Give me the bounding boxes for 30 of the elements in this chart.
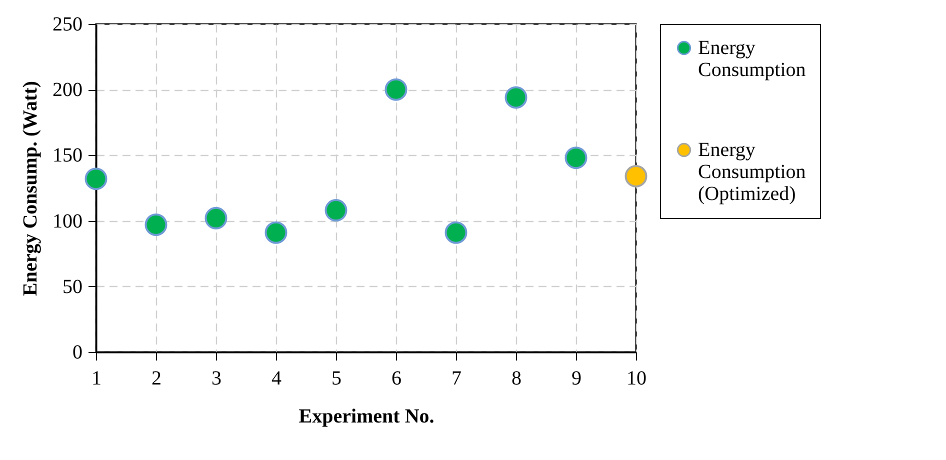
x-axis-title: Experiment No. [298, 406, 434, 428]
point [504, 86, 528, 109]
y-tick-label: 250 [52, 14, 82, 36]
x-tick-label: 8 [512, 368, 522, 390]
y-tick-label: 200 [52, 79, 82, 102]
point [624, 164, 648, 188]
legend-label: Energy Consumption [698, 37, 806, 81]
x-tick-label: 3 [212, 368, 222, 390]
x-tick-label: 6 [392, 368, 402, 390]
point [384, 78, 408, 101]
x-tick-label: 2 [152, 368, 162, 390]
point [564, 146, 588, 170]
y-tick-label: 50 [62, 276, 82, 298]
y-tick-label: 0 [72, 342, 82, 364]
legend-label: Energy Consumption (Optimized) [698, 139, 806, 205]
point [84, 168, 108, 190]
y-axis-title: Energy Consump. (Watt) [20, 80, 42, 296]
x-tick-label: 1 [92, 368, 102, 390]
point [444, 221, 468, 244]
x-tick-label: 7 [452, 368, 462, 390]
point [324, 199, 348, 222]
x-tick-label: 4 [272, 368, 282, 390]
point [204, 206, 228, 230]
point [144, 214, 168, 236]
point [264, 221, 288, 244]
x-tick-label: 9 [572, 368, 582, 390]
x-tick-label: 5 [332, 368, 342, 390]
y-tick-label: 150 [52, 144, 82, 167]
x-tick-label: 10 [626, 368, 646, 390]
y-tick-label: 100 [52, 210, 82, 232]
